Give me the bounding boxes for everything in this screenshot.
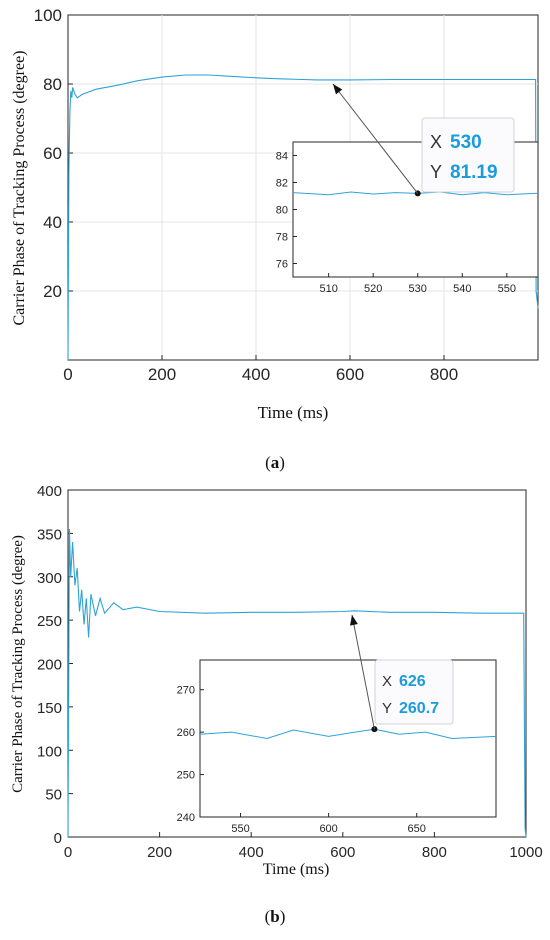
panel-label-a: (a) bbox=[265, 453, 285, 472]
inset-x-tick-label: 540 bbox=[453, 283, 471, 295]
inset-y-tick-label: 260 bbox=[177, 727, 195, 739]
arrowhead-a bbox=[333, 84, 343, 95]
x-axis-label-a: Time (ms) bbox=[258, 403, 329, 422]
y-axis-label-a: Carrier Phase of Tracking Process (degre… bbox=[11, 50, 28, 325]
y-tick-label: 250 bbox=[37, 613, 62, 630]
x-tick-label: 200 bbox=[147, 844, 172, 861]
x-tick-label: 400 bbox=[242, 365, 270, 384]
datatip-y-value-b: 260.7 bbox=[399, 700, 439, 717]
inset-y-tick-label: 270 bbox=[177, 685, 195, 697]
inset-x-tick-label: 510 bbox=[319, 283, 337, 295]
y-tick-label: 0 bbox=[54, 830, 62, 847]
y-tick-label: 40 bbox=[43, 213, 62, 232]
datatip-box-b bbox=[374, 659, 454, 725]
series-line bbox=[67, 528, 527, 838]
panel-label-b: (b) bbox=[265, 907, 286, 926]
inset-x-tick-label: 530 bbox=[409, 283, 427, 295]
svg-text:(a): (a) bbox=[265, 453, 285, 472]
datatip-y-value-a: 81.19 bbox=[450, 162, 498, 183]
inset-y-ticks-a: 76 78 80 82 84 bbox=[276, 151, 297, 271]
datatip-arrow-b bbox=[351, 614, 375, 730]
x-tick-label: 200 bbox=[148, 365, 176, 384]
y-ticks-a: 20 40 60 80 100 bbox=[34, 6, 73, 301]
y-tick-label: 50 bbox=[45, 787, 62, 804]
inset-series-b bbox=[199, 728, 497, 740]
inset-y-tick-label: 82 bbox=[276, 178, 288, 190]
arrowhead-b bbox=[350, 615, 358, 626]
x-tick-label: 0 bbox=[64, 844, 72, 861]
inset-x-tick-label: 650 bbox=[408, 823, 426, 835]
datatip-b: X 626 Y 260.7 bbox=[374, 659, 454, 725]
inset-x-tick-label: 550 bbox=[498, 283, 516, 295]
datatip-arrow-a bbox=[332, 83, 419, 194]
y-tick-label: 100 bbox=[34, 6, 62, 25]
y-tick-label: 150 bbox=[37, 700, 62, 717]
y-tick-label: 60 bbox=[43, 144, 62, 163]
inset-y-tick-label: 76 bbox=[276, 259, 288, 271]
x-tick-label: 1000 bbox=[509, 844, 542, 861]
panel-letter-a: a bbox=[271, 453, 280, 472]
x-tick-label: 800 bbox=[430, 365, 458, 384]
y-tick-label: 400 bbox=[37, 483, 62, 500]
x-tick-label: 0 bbox=[63, 365, 72, 384]
y-tick-label: 200 bbox=[37, 657, 62, 674]
y-ticks-b: 0 50 100 150 200 250 300 350 400 bbox=[37, 483, 73, 847]
datatip-y-key-a: Y bbox=[430, 162, 442, 182]
y-tick-label: 350 bbox=[37, 526, 62, 543]
inset-x-tick-label: 520 bbox=[364, 283, 382, 295]
inset-x-tick-label: 600 bbox=[319, 823, 337, 835]
y-tick-label: 300 bbox=[37, 570, 62, 587]
datatip-x-key-b: X bbox=[382, 673, 392, 690]
svg-text:(b): (b) bbox=[265, 907, 286, 926]
series-b bbox=[67, 528, 527, 838]
x-tick-label: 800 bbox=[422, 844, 447, 861]
inset-x-ticks-b: 550 600 650 bbox=[231, 813, 426, 835]
inset-x-tick-label: 550 bbox=[231, 823, 249, 835]
inset-y-ticks-b: 240 250 260 270 bbox=[177, 685, 204, 824]
y-tick-label: 100 bbox=[37, 743, 62, 760]
y-axis-label-b: Carrier Phase of Tracking Process (degre… bbox=[10, 535, 26, 793]
datatip-a: X 530 Y 81.19 bbox=[421, 117, 515, 193]
panel-a: 20 40 60 80 100 0 200 400 600 800 Carrier Phase … bbox=[11, 6, 539, 472]
x-tick-label: 400 bbox=[239, 844, 264, 861]
x-ticks-b: 0 200 400 600 800 1000 bbox=[64, 832, 543, 861]
x-tick-label: 600 bbox=[336, 365, 364, 384]
inset-b: 240 250 260 270 550 600 650 bbox=[177, 659, 497, 835]
y-tick-label: 80 bbox=[43, 75, 62, 94]
x-axis-label-b: Time (ms) bbox=[263, 861, 330, 878]
inset-y-tick-label: 84 bbox=[276, 151, 288, 163]
inset-y-tick-label: 78 bbox=[276, 232, 288, 244]
x-ticks-a: 0 200 400 600 800 bbox=[63, 355, 458, 384]
inset-x-ticks-a: 510 520 530 540 550 bbox=[319, 273, 516, 295]
datatip-y-key-b: Y bbox=[382, 700, 392, 717]
datatip-x-value-a: 530 bbox=[450, 132, 482, 153]
series-line bbox=[67, 74, 539, 361]
inset-y-tick-label: 250 bbox=[177, 770, 195, 782]
datatip-box-a bbox=[421, 117, 515, 193]
inset-y-tick-label: 240 bbox=[177, 812, 195, 824]
inset-series-line bbox=[199, 728, 497, 740]
datatip-x-key-a: X bbox=[430, 132, 442, 152]
x-tick-label: 600 bbox=[330, 844, 355, 861]
panel-b: 0 50 100 150 200 250 300 350 400 0 200 400 600 800 10… bbox=[10, 483, 543, 926]
series-a bbox=[67, 74, 539, 361]
inset-y-tick-label: 80 bbox=[276, 205, 288, 217]
datatip-x-value-b: 626 bbox=[399, 673, 426, 690]
y-tick-label: 20 bbox=[43, 282, 62, 301]
panel-letter-b: b bbox=[270, 907, 279, 926]
